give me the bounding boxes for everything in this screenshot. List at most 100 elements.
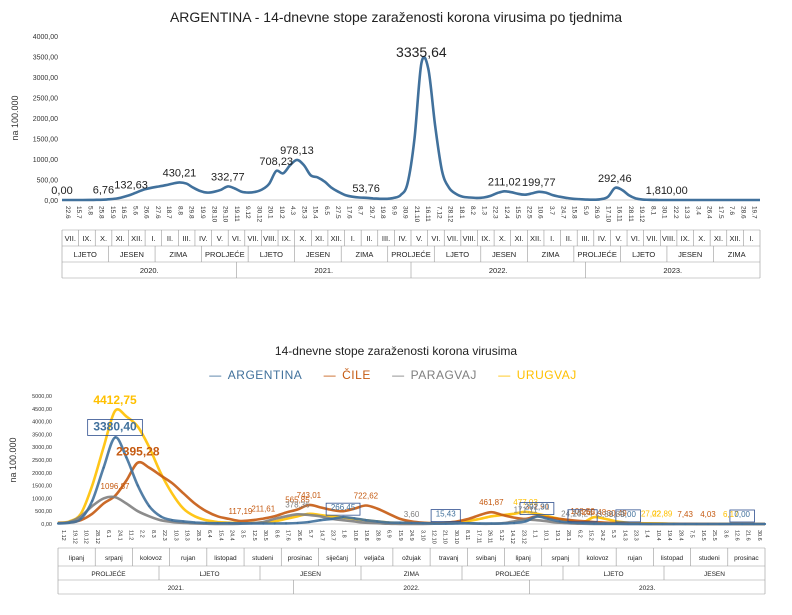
date-tick-label: 2.2: [139, 530, 145, 538]
date-tick-label: 15.9: [109, 206, 116, 219]
data-label: 292,46: [598, 173, 632, 185]
year-label: 2022.: [489, 266, 508, 275]
date-tick-label: 26.6: [143, 206, 150, 219]
date-tick-label: 28.4: [677, 530, 683, 541]
date-tick-label: 28.11: [627, 206, 634, 222]
argentina-point: [113, 436, 117, 439]
y-tick-label: 500,00: [37, 178, 59, 185]
data-label-box: [519, 502, 555, 515]
argentina-point: [547, 517, 550, 520]
data-label-box: [325, 502, 361, 516]
argentina-point: [672, 522, 675, 526]
month-label: listopad: [661, 555, 684, 562]
data-label: 30,49: [607, 509, 628, 518]
y-tick-label: 0,00: [44, 198, 58, 205]
month-label: rujan: [628, 555, 643, 562]
date-tick-label: 28.12: [94, 530, 100, 544]
series-line-urugvaj: [57, 408, 766, 526]
date-tick-label: 28.10: [210, 206, 217, 223]
date-tick-label: 5.9: [582, 206, 589, 215]
argentina-point: [136, 484, 139, 487]
data-label: 27,02: [641, 509, 662, 518]
date-tick-label: 8.6: [273, 530, 279, 538]
data-label: 265,48: [582, 508, 607, 517]
date-tick-label: 28.12: [447, 206, 454, 223]
date-tick-label: 26.11: [487, 530, 493, 543]
argentina-point: [148, 504, 151, 508]
month-label: IX.: [681, 234, 690, 243]
month-label: IX.: [82, 234, 91, 243]
argentina-point: [661, 522, 664, 526]
date-tick-label: 17.6: [285, 530, 291, 541]
data-label: 199,77: [522, 177, 556, 189]
month-label: IV.: [598, 234, 606, 243]
date-tick-label: 30.5: [262, 530, 268, 541]
month-label: XII.: [131, 234, 142, 243]
data-label: 10,24: [573, 510, 594, 519]
date-tick-label: 13.3: [683, 206, 690, 219]
date-tick-label: 3.5: [240, 530, 246, 538]
date-tick-label: 27.6: [154, 206, 161, 219]
date-tick-label: 30.9: [402, 206, 409, 219]
argentina-point: [467, 522, 470, 525]
date-tick-label: 19.8: [363, 530, 369, 541]
data-label: 3,80: [598, 510, 614, 519]
month-label: XI.: [514, 234, 523, 243]
season-label: PROLJEĆE: [205, 250, 245, 259]
legend-item-argentina: — ARGENTINA: [209, 368, 303, 382]
date-tick-label: 23.3: [632, 530, 638, 541]
date-tick-label: 8.2: [469, 206, 476, 215]
y-tick-label: 1000,00: [33, 157, 58, 164]
date-tick-label: 1.1: [531, 530, 537, 538]
data-label: 4,03: [700, 510, 716, 519]
y-tick-label: 4000,00: [33, 34, 58, 41]
month-label: VI.: [232, 234, 241, 243]
y-tick-label: 3000,00: [32, 445, 52, 451]
date-tick-label: 19.12: [71, 530, 77, 544]
season-label: LJETO: [446, 250, 469, 259]
date-tick-label: 15.4: [312, 206, 319, 219]
data-label: 3,89: [609, 510, 625, 519]
season-label: JESEN: [704, 571, 725, 578]
date-tick-label: 4.3: [289, 206, 296, 215]
data-label: 978,13: [280, 145, 314, 157]
date-tick-label: 24.9: [408, 530, 414, 541]
argentina-point: [456, 522, 459, 525]
date-tick-label: 16.5: [700, 530, 706, 541]
date-tick-label: 17.11: [475, 530, 481, 543]
data-label-box: [567, 509, 598, 523]
date-tick-label: 15.5: [514, 206, 521, 219]
date-tick-label: 20.1: [267, 206, 274, 219]
top-chart-title: ARGENTINA - 14-dnevne stope zaraženosti …: [169, 9, 623, 25]
argentina-point: [524, 520, 527, 523]
date-tick-label: 10.1: [543, 530, 549, 541]
data-label: 378,36: [285, 500, 310, 509]
data-label: 171,11: [514, 506, 538, 515]
date-tick-label: 18.1: [458, 206, 465, 219]
date-tick-label: 19.3: [184, 530, 190, 541]
date-tick-label: 14.3: [621, 530, 627, 541]
argentina-point: [216, 522, 219, 525]
year-label: 2021.: [314, 266, 333, 275]
season-label: ZIMA: [356, 250, 374, 259]
argentina-point: [262, 522, 265, 525]
date-tick-label: 24.1: [116, 530, 122, 541]
data-label: 332,77: [211, 171, 245, 183]
argentina-point: [433, 522, 436, 525]
argentina-point: [729, 522, 732, 526]
month-label: I.: [151, 234, 155, 243]
date-tick-label: 16.11: [616, 206, 623, 222]
date-tick-label: 8.7: [357, 206, 364, 215]
argentina-point: [592, 522, 596, 525]
date-tick-label: 3.6: [722, 530, 728, 538]
date-tick-label: 1.8: [341, 530, 347, 538]
argentina-point: [182, 520, 185, 523]
date-tick-label: 12.5: [251, 530, 257, 541]
month-label: VII.: [646, 234, 657, 243]
month-label: siječanj: [326, 555, 348, 562]
data-label: 0,00: [51, 185, 72, 197]
y-tick-label: 3000,00: [33, 75, 58, 82]
month-label: III.: [581, 234, 589, 243]
y-tick-label: 3500,00: [32, 432, 52, 438]
legend: — ARGENTINA — ČILE — PARAGVAJ — URUGVAJ: [0, 368, 792, 382]
